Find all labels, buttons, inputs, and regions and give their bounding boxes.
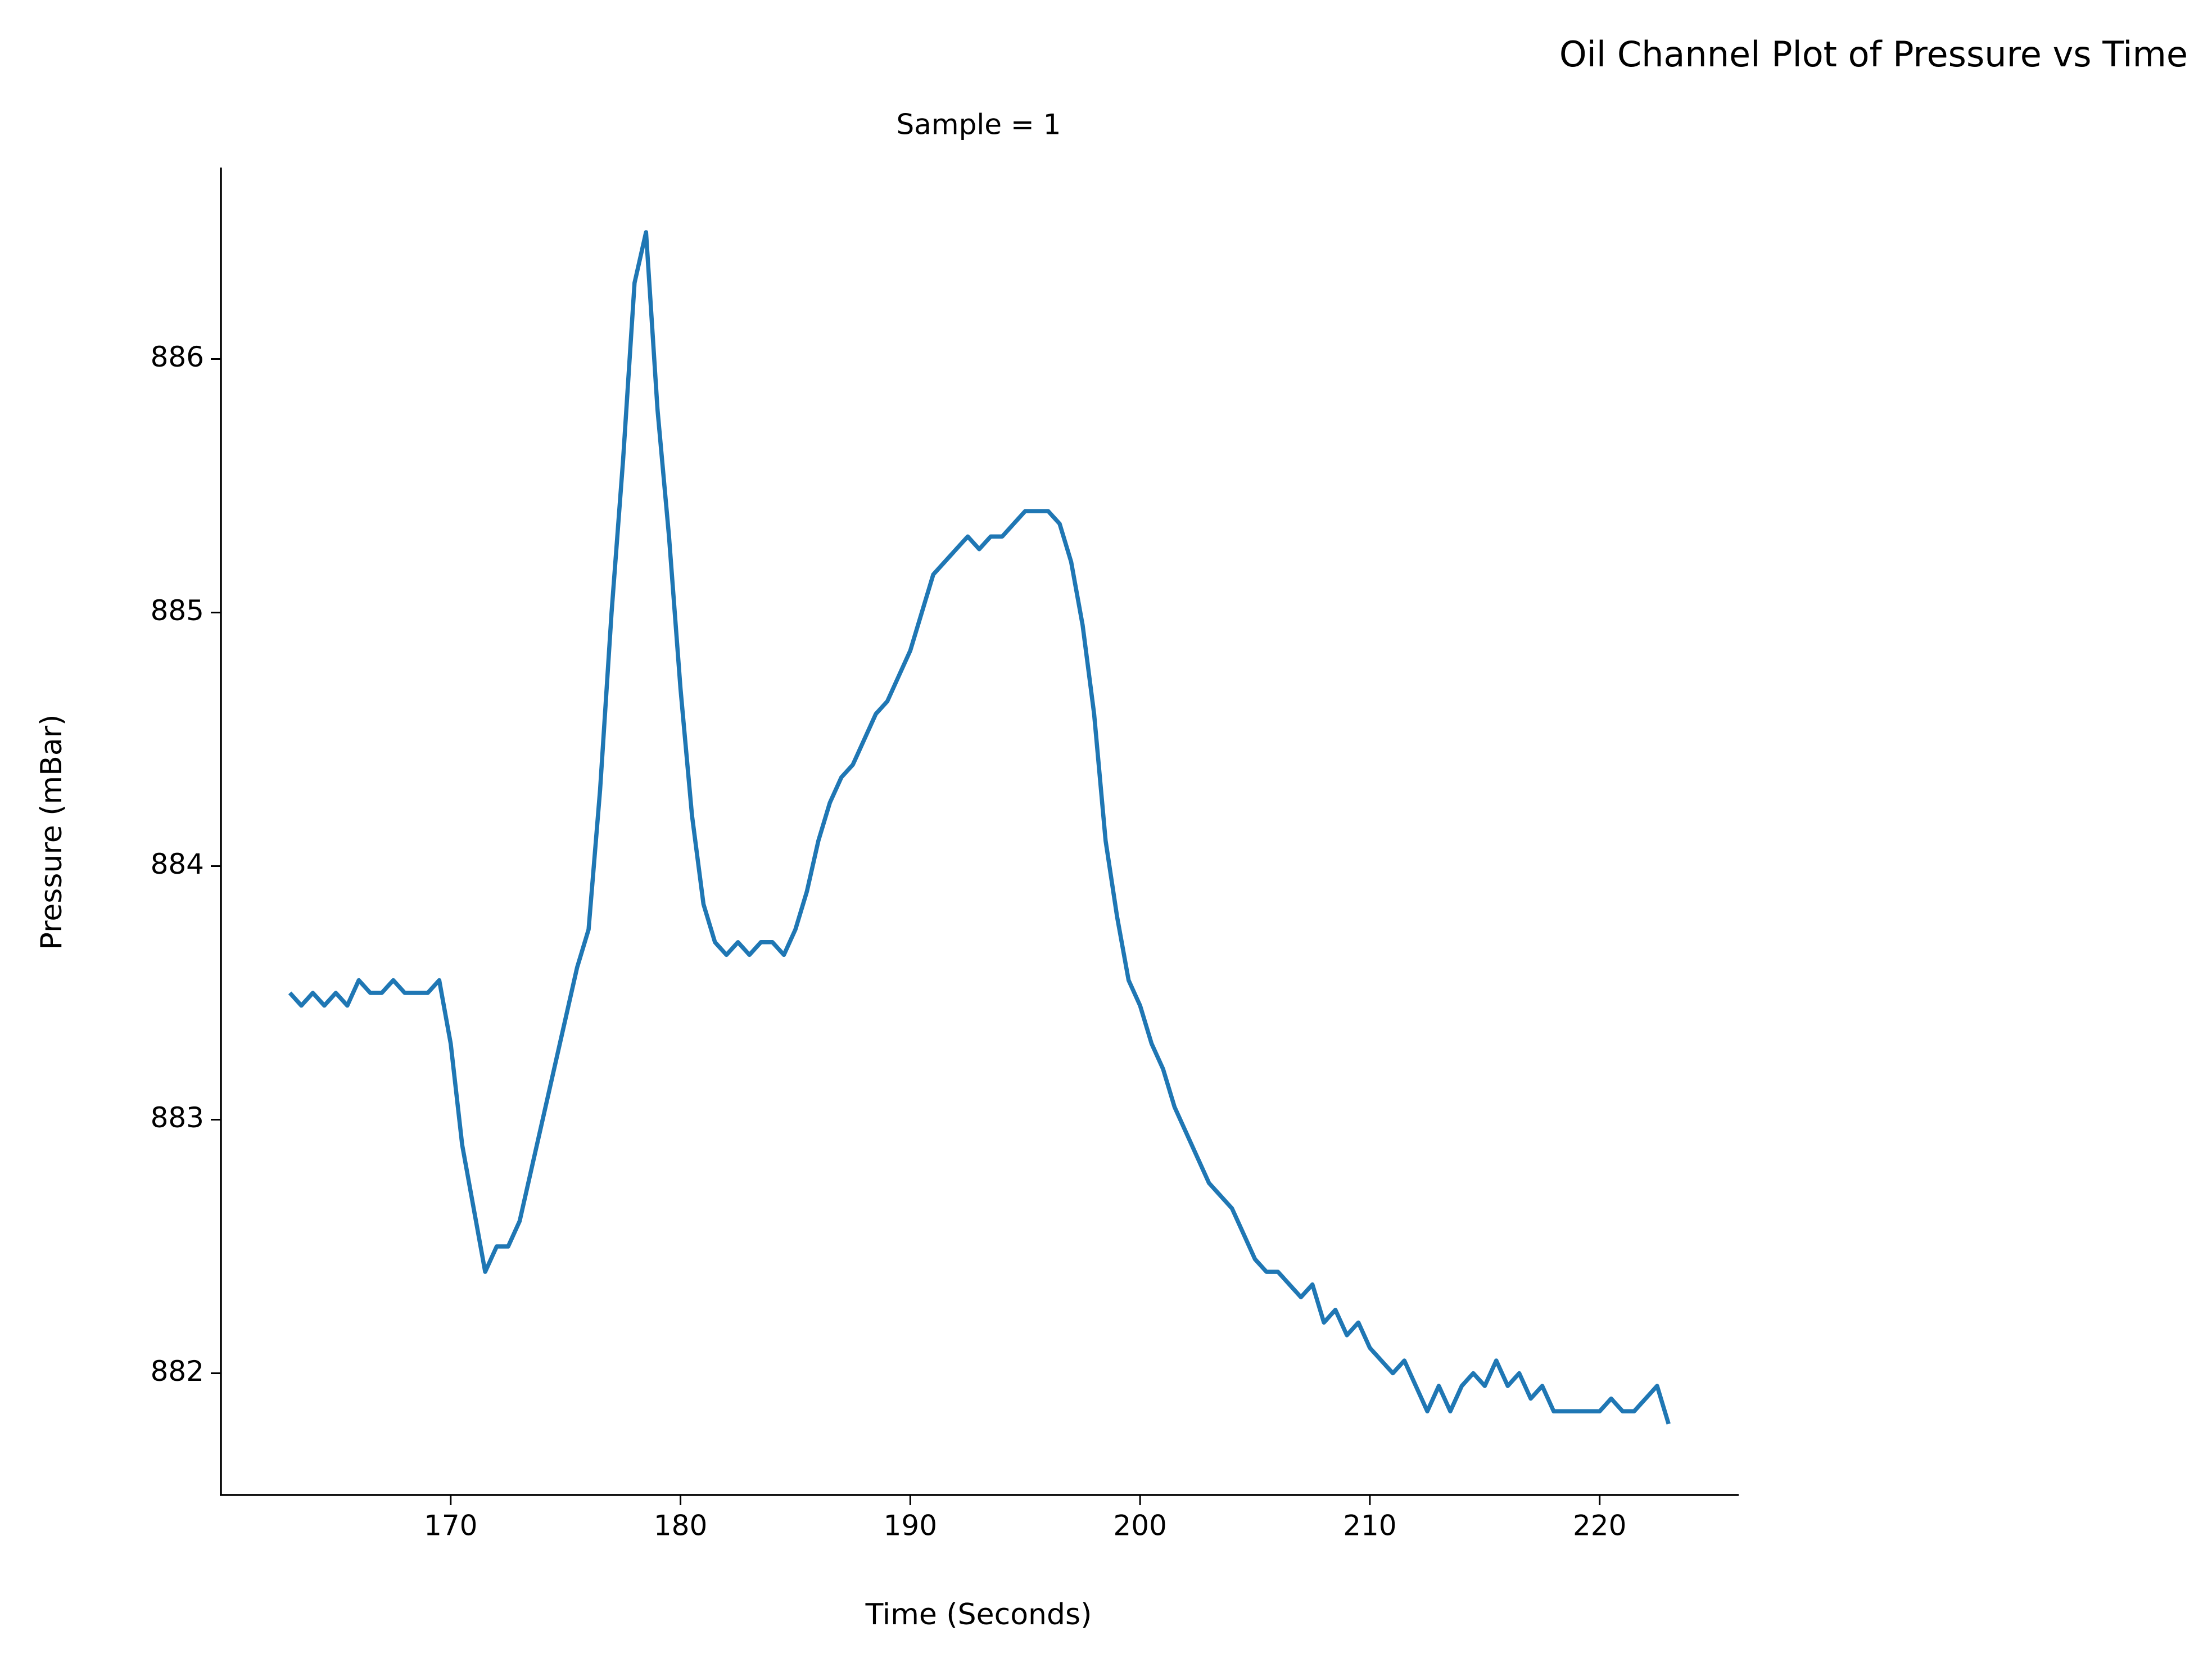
x-axis-label: Time (Seconds) (865, 1598, 1092, 1632)
data-line (288, 230, 1671, 1425)
x-tick-label: 220 (1573, 1510, 1626, 1542)
chart-title: Oil Channel Plot of Pressure vs Time (1559, 34, 2188, 75)
y-tick-label: 882 (151, 1355, 204, 1388)
y-tick-label: 885 (151, 594, 204, 627)
y-axis-label: Pressure (mBar) (35, 715, 69, 950)
x-tick-label: 180 (654, 1510, 707, 1542)
x-tick-label: 210 (1343, 1510, 1396, 1542)
y-tick-label: 883 (151, 1101, 204, 1134)
chart-subtitle: Sample = 1 (897, 109, 1061, 141)
x-tick-label: 200 (1113, 1510, 1166, 1542)
x-tick-label: 190 (884, 1510, 937, 1542)
x-tick-label: 170 (424, 1510, 477, 1542)
y-tick-label: 884 (151, 848, 204, 880)
y-tick-label: 886 (151, 341, 204, 373)
